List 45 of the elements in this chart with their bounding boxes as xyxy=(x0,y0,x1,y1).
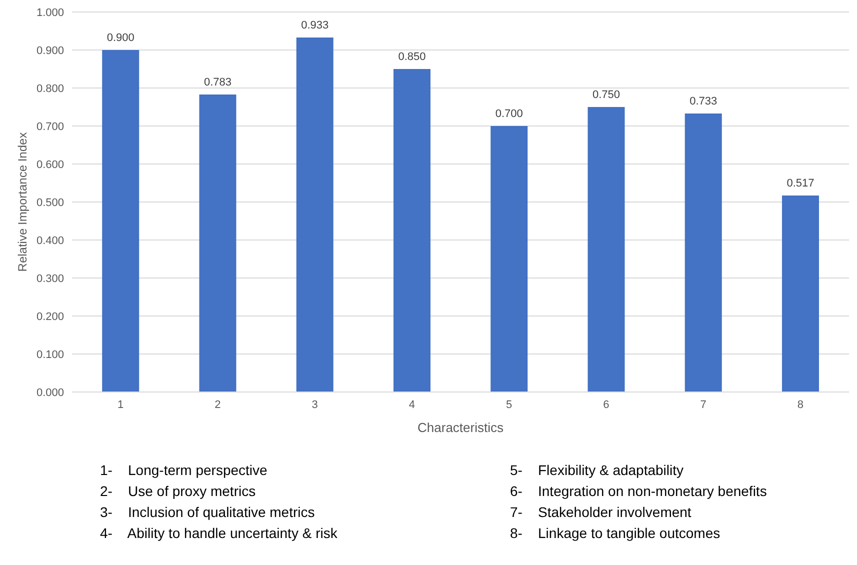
x-tick-label: 6 xyxy=(603,398,610,411)
y-tick-label: 0.100 xyxy=(36,348,64,361)
bar xyxy=(199,94,236,392)
data-label: 0.900 xyxy=(106,32,134,44)
text: 2- Use of proxy metrics xyxy=(100,482,257,501)
x-tick-label: 5 xyxy=(506,398,512,411)
text: 8- Linkage to tangible outcomes xyxy=(510,524,722,543)
x-tick-label: 8 xyxy=(797,398,804,411)
data-label: 0.517 xyxy=(786,178,814,190)
bar xyxy=(490,126,528,392)
bar xyxy=(102,50,140,392)
y-tick-label: 0.200 xyxy=(36,310,64,323)
x-tick-label: 4 xyxy=(408,398,415,411)
text: 5- Flexibility & adaptability xyxy=(510,461,685,480)
y-tick-label: 0.300 xyxy=(36,272,64,285)
y-tick-label: 0.500 xyxy=(36,196,64,209)
data-label: 0.700 xyxy=(495,108,523,120)
text: 6- Integration on non-monetary benefits xyxy=(510,482,768,501)
bar xyxy=(684,113,722,392)
y-tick-label: 0.900 xyxy=(36,44,64,57)
text: 4- Ability to handle uncertainty & risk xyxy=(100,524,338,543)
data-label: 0.783 xyxy=(204,76,232,88)
y-tick-label: 0.000 xyxy=(36,386,64,399)
y-tick-label: 0.700 xyxy=(36,120,64,133)
x-tick-label: 2 xyxy=(214,398,221,411)
y-tick-label: 0.600 xyxy=(36,158,64,171)
bar xyxy=(393,69,430,392)
text: 3- Inclusion of qualitative metrics xyxy=(100,503,316,522)
bar xyxy=(296,37,334,392)
data-label: 0.750 xyxy=(592,89,620,101)
y-tick-label: 0.400 xyxy=(36,234,64,247)
data-label: 0.933 xyxy=(301,19,329,32)
data-label: 0.850 xyxy=(398,51,426,63)
x-tick-label: 7 xyxy=(700,398,706,411)
bar xyxy=(782,196,819,392)
y-tick-label: 1.000 xyxy=(36,6,64,19)
y-tick-label: 0.800 xyxy=(36,82,64,95)
y-axis-title: Relative Importance Index xyxy=(15,132,30,272)
text: 1- Long-term perspective xyxy=(100,461,268,480)
x-axis-title: Characteristics xyxy=(418,420,504,435)
x-tick-label: 3 xyxy=(312,398,318,411)
data-label: 0.733 xyxy=(690,95,718,108)
text: 7- Stakeholder involvement xyxy=(510,503,692,522)
bar xyxy=(588,107,625,392)
x-tick-label: 1 xyxy=(118,398,124,411)
